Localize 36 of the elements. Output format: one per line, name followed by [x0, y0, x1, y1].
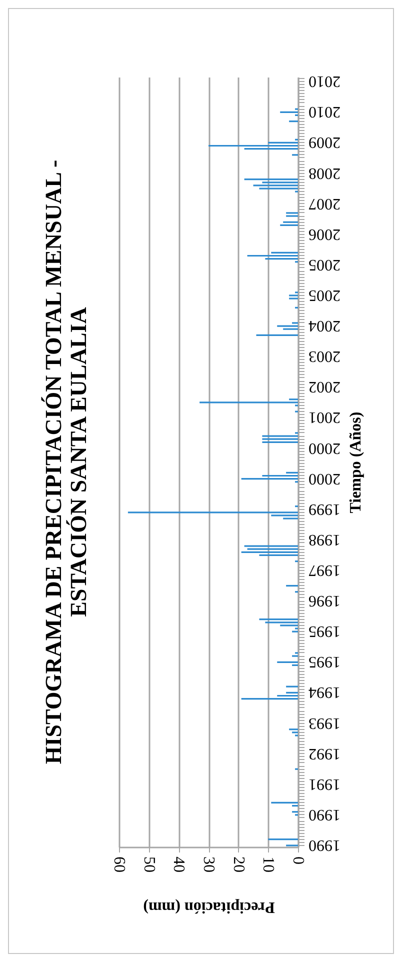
y-axis-title: Tiempo (Años): [348, 412, 364, 514]
x-tick-label: 0: [290, 856, 306, 864]
y-tick-label: 2010: [308, 103, 340, 120]
x-tick-label: 60: [110, 856, 128, 872]
y-tick-label: 2000: [308, 470, 340, 487]
y-tick-label: 1990: [308, 806, 340, 823]
y-tick-label: 1992: [308, 744, 340, 762]
x-tick-label: 50: [140, 856, 158, 872]
y-tick-label: 2009: [308, 134, 340, 151]
x-axis-title: Precipitación (mm): [143, 898, 275, 916]
y-tick-label: 1996: [308, 592, 340, 610]
y-tick-label: 2000: [308, 439, 340, 456]
x-tick-label: 30: [200, 856, 217, 872]
y-tick-label: 2005: [308, 286, 340, 304]
y-tick-label: 2008: [308, 164, 340, 182]
y-tick-label: 1998: [308, 530, 340, 548]
y-tick-label: 2004: [308, 317, 340, 334]
y-tick-label: 2005: [308, 256, 340, 273]
y-tick-label: 1994: [308, 684, 340, 701]
y-tick-label: 2003: [308, 348, 340, 365]
y-tick-label: 1991: [308, 775, 340, 792]
x-tick-label: 20: [230, 856, 247, 872]
y-tick-label: 2010: [308, 72, 340, 90]
y-tick-label: 1997: [308, 561, 340, 578]
y-tick-label: 1993: [308, 714, 340, 732]
y-tick-label: 1995: [308, 653, 340, 670]
x-tick-label: 40: [170, 856, 188, 872]
y-tick-label: 1995: [308, 622, 340, 640]
y-tick-label: 2002: [308, 378, 340, 396]
y-tick-label: 2006: [308, 225, 340, 242]
y-tick-label: 1999: [308, 500, 340, 518]
text: HISTOGRAMA DE PRECIPITACIÓN TOTAL MENSUAL - ESTACIÓN SANTA EULALIA: [41, 160, 91, 764]
x-tick-label: 10: [260, 856, 277, 872]
y-tick-label: 2007: [308, 194, 340, 212]
y-tick-label: 2001: [308, 408, 340, 426]
y-tick-label: 1990: [308, 836, 340, 854]
